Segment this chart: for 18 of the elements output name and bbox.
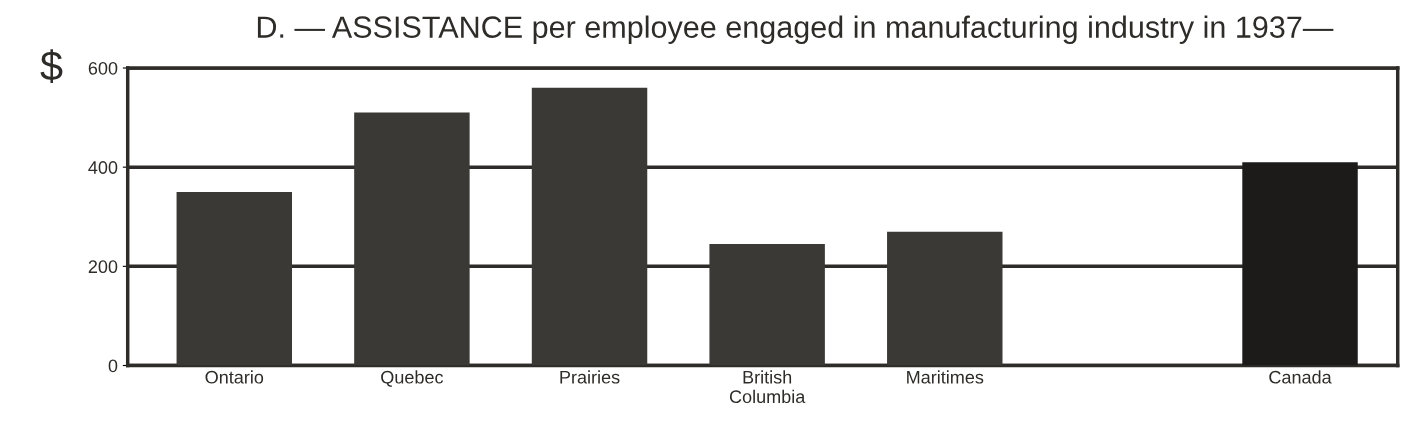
x-tick-label: British Columbia: [729, 370, 806, 404]
x-tick-label: Quebec: [381, 370, 444, 387]
x-tick-label: Prairies: [560, 370, 620, 384]
y-tick-label: 600: [88, 61, 118, 75]
bar: [531, 87, 648, 366]
chart-title: D. — ASSISTANCE per employee engaged in manufacturing industry in 1937—: [257, 15, 1334, 44]
bar: [887, 231, 1003, 366]
bar: [709, 244, 825, 366]
y-tick-label: 400: [88, 161, 118, 174]
x-tick-label: Canada: [1269, 370, 1332, 384]
y-axis-title: $: [40, 49, 63, 84]
y-tick-label: 200: [88, 260, 118, 274]
bar: [1242, 162, 1358, 366]
x-tick-label: Maritimes: [907, 370, 984, 384]
bar: [354, 112, 470, 366]
y-tick-label: 0: [108, 359, 118, 373]
x-tick-label: Ontario: [205, 370, 264, 384]
bar: [176, 191, 293, 366]
